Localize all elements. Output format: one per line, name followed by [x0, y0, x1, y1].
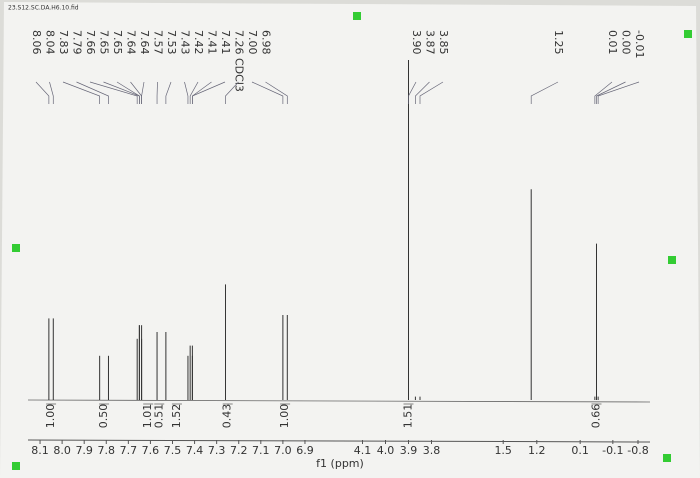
peak-leader	[76, 81, 109, 104]
peak-label: 3.87	[424, 30, 437, 55]
peak-label: 7.57	[152, 30, 165, 55]
peak-leader	[408, 81, 417, 104]
peak-label: 7.41	[206, 30, 219, 55]
peak-leader	[596, 81, 626, 104]
file-name: 23.S12.SC.DA.H6.10.fid	[8, 5, 79, 12]
peak-label: 7.43	[179, 30, 192, 55]
x-tick-label: 1.5	[494, 444, 512, 457]
peak-label: 7.26 CDCl3	[233, 30, 246, 92]
x-tick-label: 8.0	[53, 444, 71, 457]
peak-leader	[225, 81, 239, 104]
peak-label: -0.01	[633, 30, 646, 58]
x-tick-label: 7.9	[75, 444, 93, 457]
marker	[12, 462, 20, 470]
x-tick-label: 6.9	[296, 444, 314, 457]
peak-label: 7.65	[98, 30, 111, 55]
peak-leader	[35, 81, 50, 104]
x-tick-label: 7.4	[186, 444, 204, 457]
x-tick-label: 7.5	[164, 444, 182, 457]
peak-leader	[251, 81, 284, 104]
peak-leader	[265, 81, 288, 104]
x-tick-label: 7.7	[120, 444, 138, 457]
peak-label: 7.53	[165, 30, 178, 55]
x-tick-label: 7.2	[230, 444, 248, 457]
peak-label: 3.85	[437, 30, 450, 55]
peak-leader	[415, 81, 430, 104]
x-tick-label: 7.1	[252, 444, 270, 457]
peak-leader	[597, 81, 640, 104]
x-tick-label: -0.8	[627, 444, 648, 457]
integral-label: 1.51	[402, 404, 415, 429]
x-tick-label: 4.1	[354, 444, 372, 457]
peak-leader	[192, 81, 226, 104]
peak-label: 7.41	[219, 30, 232, 55]
x-tick-label: 0.1	[571, 444, 589, 457]
marker	[684, 30, 692, 38]
x-tick-label: 7.3	[208, 444, 226, 457]
peak-leader	[141, 81, 145, 104]
peak-leader	[419, 81, 444, 104]
x-tick-label: 4.0	[377, 444, 395, 457]
integral-label: 1.00	[278, 404, 291, 429]
peak-label: 7.66	[84, 30, 97, 55]
x-tick-label: 7.8	[98, 444, 116, 457]
peak-label: 7.65	[111, 30, 124, 55]
marker	[663, 454, 671, 462]
peak-leader	[62, 81, 100, 104]
x-tick-label: 3.8	[423, 444, 441, 457]
integral-label: 0.50	[97, 404, 110, 429]
peak-label: 7.64	[125, 30, 138, 55]
peak-label: 7.79	[71, 30, 84, 55]
peak-leader	[184, 81, 189, 104]
peak-leader	[189, 81, 199, 104]
peak-leader	[530, 81, 559, 104]
x-axis	[27, 439, 651, 443]
x-axis-label: f1 (ppm)	[316, 457, 364, 470]
peak-label: 7.42	[192, 30, 205, 55]
integral-label: 0.66	[590, 404, 603, 429]
x-tick-label: 7.6	[142, 444, 160, 457]
x-tick-label: 7.0	[274, 444, 292, 457]
marker	[668, 256, 676, 264]
marker	[353, 12, 361, 20]
integral-label: 1.01	[141, 404, 154, 429]
peak-label: 7.83	[57, 30, 70, 55]
peak-label: 7.00	[246, 30, 259, 55]
peak-label: 0.01	[606, 30, 619, 55]
integral-label: 0.43	[221, 404, 234, 429]
peak-label: 8.04	[44, 30, 57, 55]
peak-leader	[89, 81, 138, 104]
integral-label: 1.52	[170, 404, 183, 429]
integral-label: 1.00	[44, 404, 57, 429]
peak-leader	[594, 81, 613, 104]
x-tick-label: 3.9	[400, 444, 418, 457]
peak-label: 0.00	[620, 30, 633, 55]
peak-label: 1.25	[552, 30, 565, 55]
peak-label: 8.06	[30, 30, 43, 55]
peak-label: 3.90	[410, 30, 423, 55]
marker	[12, 244, 20, 252]
peak-leader	[116, 81, 140, 104]
x-tick-label: -0.1	[602, 444, 623, 457]
peak-leader	[165, 81, 172, 104]
peak-label: 6.98	[260, 30, 273, 55]
peak-label: 7.64	[138, 30, 151, 55]
peak-leader	[49, 81, 54, 104]
integral-label: 0.51	[152, 404, 165, 429]
x-tick-label: 1.2	[528, 444, 546, 457]
baseline	[27, 399, 651, 403]
x-tick-label: 8.1	[31, 444, 49, 457]
